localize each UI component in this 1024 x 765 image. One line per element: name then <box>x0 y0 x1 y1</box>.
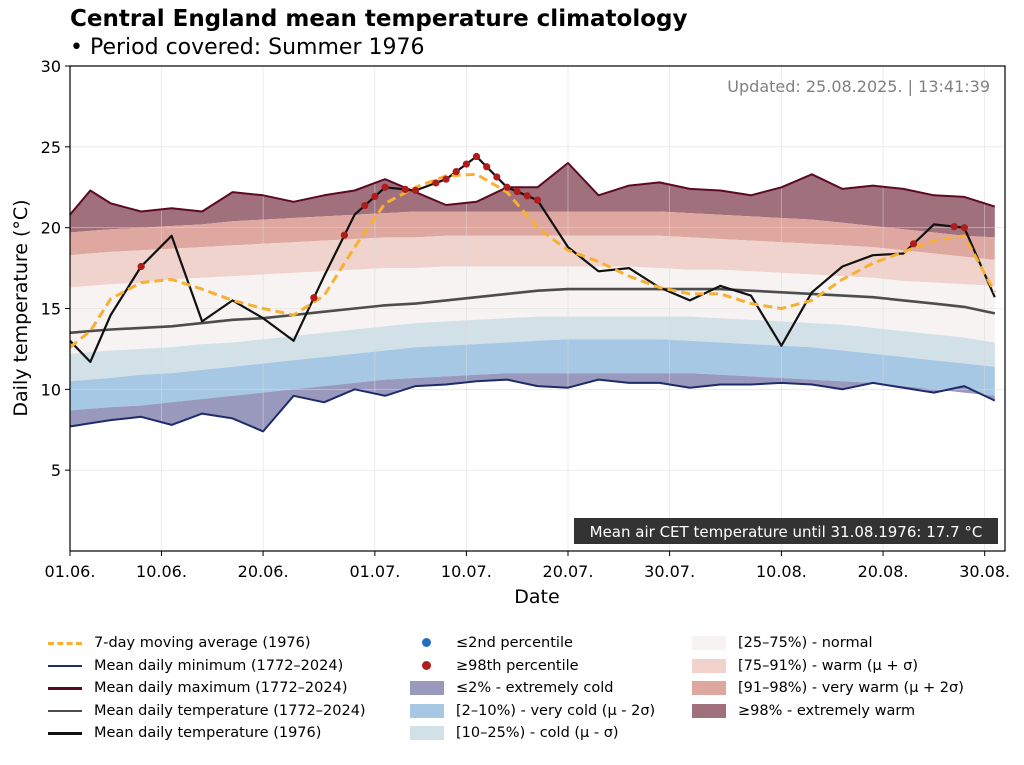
band-normal <box>70 266 995 354</box>
y-axis-label: Daily temperature (°C) <box>10 199 32 416</box>
legend-item: Mean daily minimum (1772–2024) <box>48 655 366 678</box>
legend-item: [91–98%) - very warm (μ + 2σ) <box>692 677 964 700</box>
legend-swatch <box>410 659 444 673</box>
p98-point <box>361 201 369 210</box>
legend-item: [25–75%) - normal <box>692 632 964 655</box>
band-cold <box>70 316 995 382</box>
p98-point <box>452 168 460 176</box>
legend-label: ≥98th percentile <box>456 657 579 674</box>
y-tick-label: 5 <box>51 461 61 480</box>
legend-swatch <box>410 636 444 650</box>
legend-item: [75–91%) - warm (μ + σ) <box>692 655 964 678</box>
x-tick-label: 30.08. <box>959 562 1010 581</box>
legend-label: [91–98%) - very warm (μ + 2σ) <box>738 680 964 697</box>
temp-1976-line <box>69 155 996 363</box>
x-axis-label: Date <box>514 586 559 608</box>
infobox <box>574 518 998 544</box>
p98-point <box>950 222 958 231</box>
x-tick-label: 20.06. <box>238 562 289 581</box>
p98-point <box>503 183 511 191</box>
legend-label: Mean daily temperature (1772–2024) <box>94 702 366 719</box>
updated-label: Updated: 25.08.2025. | 13:41:39 <box>727 77 990 96</box>
y-tick-label: 10 <box>41 380 61 399</box>
legend-item: [10–25%) - cold (μ - σ) <box>410 722 655 745</box>
p98-point <box>340 231 349 239</box>
p98-point <box>493 173 501 181</box>
legend-item: ≤2nd percentile <box>410 632 655 655</box>
p98-point <box>411 186 420 195</box>
x-tick-label: 20.07. <box>543 562 594 581</box>
chart-title: Central England mean temperature climato… <box>70 6 688 32</box>
legend-swatch <box>48 704 82 718</box>
p98-point <box>310 294 318 302</box>
legend-swatch <box>692 658 726 673</box>
legend-swatch <box>410 726 444 741</box>
x-tick-label: 10.08. <box>756 562 807 581</box>
legend-item: ≥98th percentile <box>410 655 655 678</box>
legend-swatch <box>692 703 726 718</box>
mean-max-line <box>69 162 996 216</box>
legend-label: Mean daily maximum (1772–2024) <box>94 680 348 697</box>
band-warm <box>70 235 995 288</box>
legend-swatch <box>410 703 444 718</box>
temperature-chart: 5 10 15 20 25 30 01.06. 10.06. 20.06. 01.07. 10.0… <box>10 57 1010 608</box>
legend-label: ≤2nd percentile <box>456 635 573 652</box>
p98-point <box>401 185 409 194</box>
p98-point <box>533 196 542 204</box>
legend-label: ≥98% - extremely warm <box>738 702 916 719</box>
legend-swatch <box>48 659 82 673</box>
legend-label: Mean daily minimum (1772–2024) <box>94 657 344 674</box>
band-very-cold <box>70 339 995 411</box>
mean-temp-line <box>69 287 996 335</box>
legend-swatch <box>48 636 82 650</box>
y-tick-label: 25 <box>41 138 61 157</box>
x-tick-label: 20.08. <box>858 562 909 581</box>
y-tick-label: 30 <box>41 57 61 76</box>
legend-item: Mean daily temperature (1772–2024) <box>48 700 366 723</box>
band-extremely-warm <box>70 163 995 238</box>
mean-min-line <box>69 378 996 433</box>
x-tick-label: 10.07. <box>441 562 492 581</box>
legend-swatch <box>48 726 82 740</box>
legend-swatch <box>48 681 82 695</box>
legend-label: Mean daily temperature (1976) <box>94 725 322 742</box>
p98-point <box>472 152 481 161</box>
band-very-warm <box>70 211 995 260</box>
legend-item: ≤2% - extremely cold <box>410 677 655 700</box>
legend-label: 7-day moving average (1976) <box>94 635 311 652</box>
p98-point <box>371 192 379 201</box>
legend: 7-day moving average (1976) Mean daily mi… <box>48 632 1008 752</box>
legend-item: [2–10%) - very cold (μ - 2σ) <box>410 700 655 723</box>
legend-item: 7-day moving average (1976) <box>48 632 366 655</box>
x-tick-label: 30.07. <box>644 562 695 581</box>
chart-subtitle: • Period covered: Summer 1976 <box>70 35 425 60</box>
x-tick-label: 01.06. <box>45 562 96 581</box>
x-tick-label: 10.06. <box>136 562 187 581</box>
y-tick-label: 15 <box>41 300 61 319</box>
x-tick-label: 01.07. <box>349 562 400 581</box>
legend-label: [25–75%) - normal <box>738 635 873 652</box>
p98-point <box>483 163 491 171</box>
infobox-text: Mean air CET temperature until 31.08.197… <box>590 523 983 541</box>
p98-point <box>432 179 440 187</box>
legend-label: [2–10%) - very cold (μ - 2σ) <box>456 702 656 719</box>
p98-point <box>462 160 470 168</box>
legend-item: Mean daily maximum (1772–2024) <box>48 677 366 700</box>
legend-item: ≥98% - extremely warm <box>692 700 964 723</box>
p98-point <box>523 192 531 200</box>
legend-swatch <box>410 681 444 696</box>
p98-point <box>960 224 968 232</box>
p98-point <box>513 187 521 196</box>
p98-point <box>381 183 389 191</box>
y-tick-label: 20 <box>41 219 61 238</box>
p98-point <box>442 175 450 183</box>
legend-item: Mean daily temperature (1976) <box>48 722 366 745</box>
legend-label: [75–91%) - warm (μ + σ) <box>738 657 918 674</box>
legend-swatch <box>692 636 726 651</box>
legend-swatch <box>692 681 726 696</box>
p98-point <box>909 240 918 248</box>
p98-point <box>137 262 145 271</box>
legend-label: ≤2% - extremely cold <box>456 680 614 697</box>
legend-label: [10–25%) - cold (μ - σ) <box>456 725 619 742</box>
